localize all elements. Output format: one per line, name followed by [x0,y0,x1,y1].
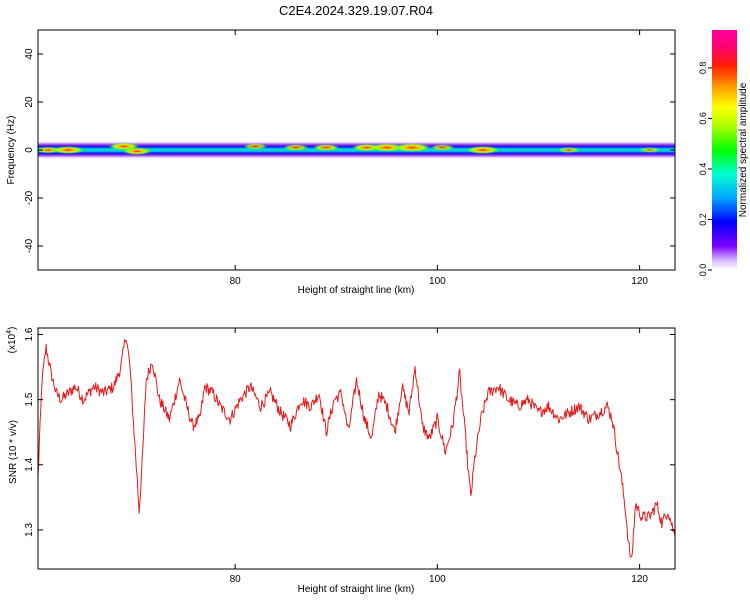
snr-y-tick-label: 1.6 [24,327,35,341]
figure-title: C2E4.2024.329.19.07.R04 [279,3,433,18]
snr-x-tick-label: 100 [429,574,446,585]
colorbar-label: Normalized spectral amplitude [738,82,749,217]
spectrogram-y-tick-label: 20 [24,96,35,108]
snr-y-tick-label: 1.5 [24,392,35,406]
spectrogram-hotspot [282,144,309,151]
spectrogram-hotspot [557,147,581,153]
spectrogram-panel: 80 100 120 40 20 0 -20 -40 Height of straight … [6,29,676,296]
spectrogram-x-tick-label: 120 [631,276,648,287]
colorbar-tick-label: 0.0 [698,264,708,277]
spectrogram-hotspot [392,143,432,152]
spectrogram-hotspot [430,144,455,151]
snr-panel: 80 100 120 1.6 1.5 1.4 1.3 Height of straight… [6,327,676,595]
snr-frame [37,327,676,570]
spectrogram-y-tick-label: 40 [24,48,35,60]
spectrogram-y-tick-label: 0 [24,147,35,153]
spectrogram-y-ticks: 40 20 0 -20 -40 [24,48,675,253]
snr-y-label: SNR (10 * v/v) [8,420,19,484]
colorbar-ticks: 0.0 0.2 0.4 0.6 0.8 [698,62,712,277]
spectrogram-x-tick-label: 100 [429,276,446,287]
spectrogram-hotspot [638,147,661,153]
spectrogram-hotspot [121,147,153,155]
colorbar-gradient [712,30,737,270]
snr-y-tick-label: 1.3 [24,523,35,537]
colorbar-tick-label: 0.4 [698,163,708,176]
snr-y-tick-label: 1.4 [24,457,35,471]
spectrogram-x-ticks: 80 100 120 [230,30,648,287]
spectrogram-hotspot [465,146,501,154]
spectrogram-hotspot [51,146,85,154]
snr-x-tick-label: 120 [631,574,648,585]
colorbar-tick-label: 0.6 [698,112,708,125]
spectrogram-hotspots [38,142,661,155]
colorbar-tick-label: 0.8 [698,62,708,75]
snr-y-ticks: 1.6 1.5 1.4 1.3 [24,327,675,537]
colorbar: 0.0 0.2 0.4 0.6 0.8 Normalized spectral ampl… [698,30,749,276]
spectrogram-y-label: Frequency (Hz) [6,116,17,185]
snr-x-label: Height of straight line (km) [298,584,415,595]
colorbar-tick-label: 0.2 [698,213,708,226]
spectrogram-x-label: Height of straight line (km) [298,285,415,296]
spectrogram-y-tick-label: -40 [24,238,35,253]
snr-x-ticks: 80 100 120 [230,328,648,585]
snr-multiplier: (x104) [6,327,18,354]
spectrogram-hotspot [312,144,340,151]
spectrogram-x-tick-label: 80 [230,276,242,287]
snr-series-line [38,339,675,558]
spectrogram-y-tick-label: -20 [24,190,35,205]
spectrogram-hotspot [243,143,268,150]
snr-x-tick-label: 80 [230,574,242,585]
